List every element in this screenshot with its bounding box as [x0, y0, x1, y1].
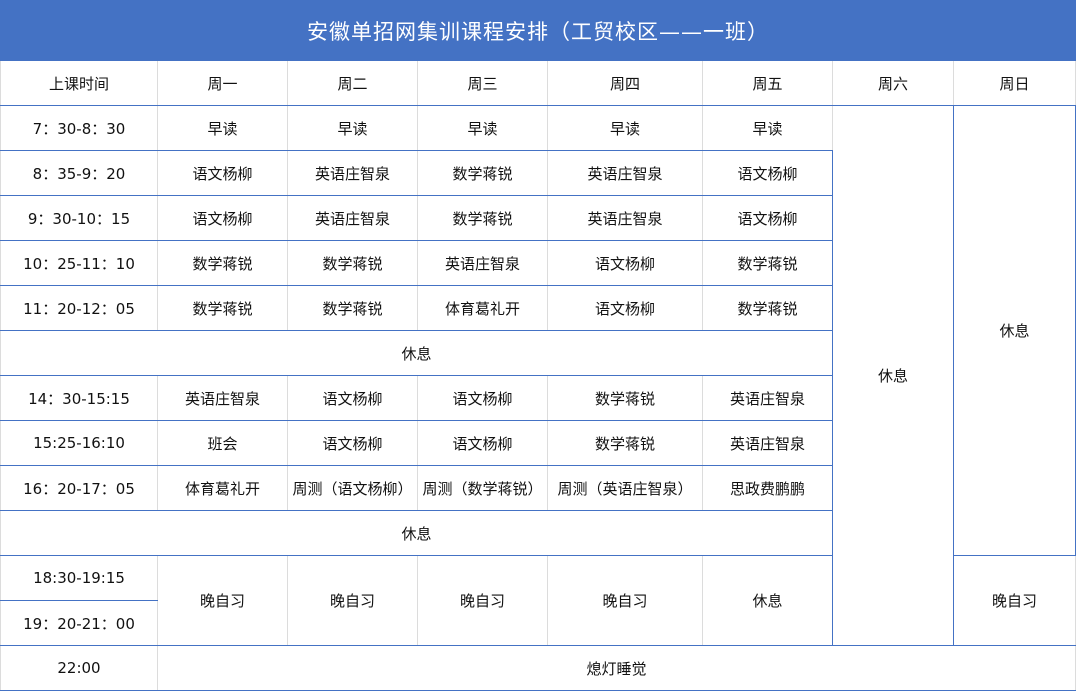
class-cell: 英语庄智泉 — [287, 195, 418, 241]
class-cell: 语文杨柳 — [417, 420, 548, 466]
class-cell: 英语庄智泉 — [702, 375, 833, 421]
column-header: 周四 — [547, 60, 703, 106]
evening-cell: 晚自习 — [157, 555, 288, 646]
evening-cell: 晚自习 — [417, 555, 548, 646]
table-row: 15:25-16:10 班会 语文杨柳 语文杨柳 数学蒋锐 英语庄智泉 — [0, 420, 1076, 466]
time-cell: 10：25-11：10 — [0, 240, 158, 286]
class-cell: 语文杨柳 — [547, 285, 703, 331]
column-header: 周三 — [417, 60, 548, 106]
class-cell: 英语庄智泉 — [417, 240, 548, 286]
evening-break-cell: 休息 — [0, 510, 833, 556]
header-row: 上课时间 周一 周二 周三 周四 周五 周六 周日 — [0, 60, 1076, 106]
class-cell: 数学蒋锐 — [702, 240, 833, 286]
time-cell: 16：20-17：05 — [0, 465, 158, 511]
time-cell: 15:25-16:10 — [0, 420, 158, 466]
class-cell: 语文杨柳 — [417, 375, 548, 421]
class-cell: 早读 — [547, 105, 703, 151]
class-cell: 周测（英语庄智泉） — [547, 465, 703, 511]
time-cell: 14：30-15:15 — [0, 375, 158, 421]
break-row: 休息 — [0, 330, 1076, 376]
lights-out-cell: 熄灯睡觉 — [157, 645, 1076, 691]
class-cell: 数学蒋锐 — [417, 195, 548, 241]
class-cell: 语文杨柳 — [547, 240, 703, 286]
class-cell: 班会 — [157, 420, 288, 466]
class-cell: 英语庄智泉 — [547, 150, 703, 196]
class-cell: 英语庄智泉 — [157, 375, 288, 421]
class-cell: 周测（语文杨柳） — [287, 465, 418, 511]
class-cell: 思政费鹏鹏 — [702, 465, 833, 511]
class-cell: 数学蒋锐 — [287, 285, 418, 331]
table-row: 16：20-17：05 体育葛礼开 周测（语文杨柳） 周测（数学蒋锐） 周测（英语庄智泉… — [0, 465, 1076, 511]
column-header: 上课时间 — [0, 60, 158, 106]
class-cell: 周测（数学蒋锐） — [417, 465, 548, 511]
table-row: 14：30-15:15 英语庄智泉 语文杨柳 语文杨柳 数学蒋锐 英语庄智泉 — [0, 375, 1076, 421]
class-cell: 早读 — [287, 105, 418, 151]
table-row: 8：35-9：20 语文杨柳 英语庄智泉 数学蒋锐 英语庄智泉 语文杨柳 — [0, 150, 1076, 196]
class-cell: 语文杨柳 — [157, 150, 288, 196]
class-cell: 英语庄智泉 — [547, 195, 703, 241]
time-cell: 8：35-9：20 — [0, 150, 158, 196]
time-cell: 22:00 — [0, 645, 158, 691]
evening-cell: 休息 — [702, 555, 833, 646]
column-header: 周一 — [157, 60, 288, 106]
class-cell: 数学蒋锐 — [287, 240, 418, 286]
class-cell: 数学蒋锐 — [157, 240, 288, 286]
class-cell: 语文杨柳 — [702, 195, 833, 241]
class-cell: 数学蒋锐 — [417, 150, 548, 196]
evening-cell: 晚自习 — [287, 555, 418, 646]
table-row: 19：20-21：00 — [0, 600, 1076, 646]
night-row: 22:00 熄灯睡觉 — [0, 645, 1076, 691]
column-header: 周六 — [832, 60, 954, 106]
class-cell: 英语庄智泉 — [702, 420, 833, 466]
noon-break-cell: 休息 — [0, 330, 833, 376]
break-row: 休息 — [0, 510, 1076, 556]
class-cell: 语文杨柳 — [287, 420, 418, 466]
class-cell: 体育葛礼开 — [417, 285, 548, 331]
time-cell: 19：20-21：00 — [0, 600, 158, 646]
class-cell: 早读 — [702, 105, 833, 151]
evening-cell: 晚自习 — [547, 555, 703, 646]
table-row: 18:30-19:15 晚自习 晚自习 晚自习 晚自习 休息 晚自习 — [0, 555, 1076, 646]
page-title: 安徽单招网集训课程安排（工贸校区——一班） — [0, 0, 1076, 61]
class-cell: 数学蒋锐 — [547, 420, 703, 466]
class-cell: 语文杨柳 — [702, 150, 833, 196]
class-cell: 体育葛礼开 — [157, 465, 288, 511]
table-row: 7：30-8：30 早读 早读 早读 早读 早读 休息 休息 — [0, 105, 1076, 646]
class-cell: 英语庄智泉 — [287, 150, 418, 196]
table-row: 11：20-12：05 数学蒋锐 数学蒋锐 体育葛礼开 语文杨柳 数学蒋锐 — [0, 285, 1076, 331]
class-cell: 数学蒋锐 — [157, 285, 288, 331]
time-cell: 11：20-12：05 — [0, 285, 158, 331]
column-header: 周日 — [953, 60, 1076, 106]
saturday-rest-cell: 休息 — [832, 105, 954, 646]
sunday-evening-cell: 晚自习 — [953, 555, 1076, 646]
sunday-rest-cell: 休息 — [953, 105, 1076, 556]
time-cell: 9：30-10：15 — [0, 195, 158, 241]
class-cell: 数学蒋锐 — [547, 375, 703, 421]
class-cell: 早读 — [417, 105, 548, 151]
table-row: 10：25-11：10 数学蒋锐 数学蒋锐 英语庄智泉 语文杨柳 数学蒋锐 — [0, 240, 1076, 286]
class-cell: 数学蒋锐 — [702, 285, 833, 331]
title-row: 安徽单招网集训课程安排（工贸校区——一班） — [0, 0, 1076, 61]
class-cell: 早读 — [157, 105, 288, 151]
table-row: 9：30-10：15 语文杨柳 英语庄智泉 数学蒋锐 英语庄智泉 语文杨柳 — [0, 195, 1076, 241]
class-cell: 语文杨柳 — [287, 375, 418, 421]
class-cell: 语文杨柳 — [157, 195, 288, 241]
time-cell: 18:30-19:15 — [0, 555, 158, 601]
column-header: 周五 — [702, 60, 833, 106]
column-header: 周二 — [287, 60, 418, 106]
time-cell: 7：30-8：30 — [0, 105, 158, 151]
